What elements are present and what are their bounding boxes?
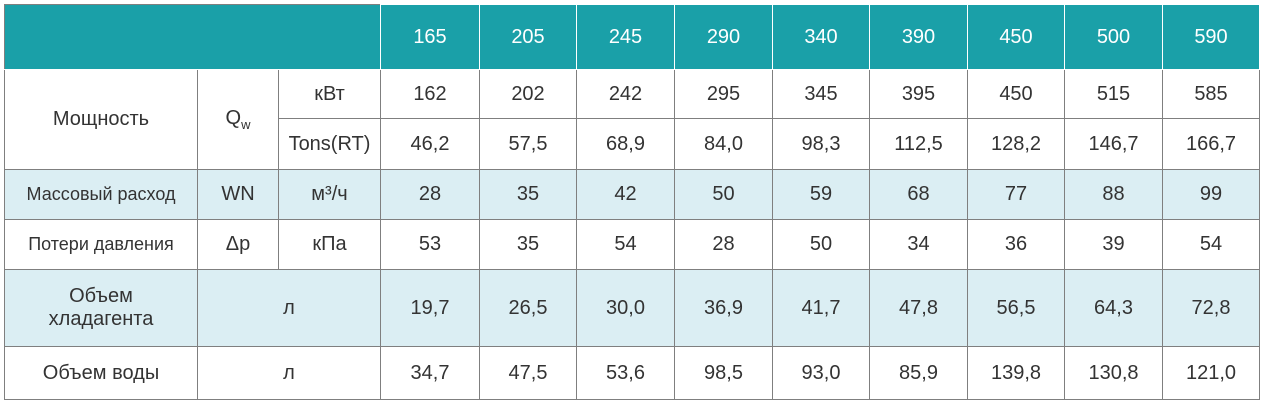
- water-volume-value: 53,6: [576, 346, 675, 400]
- refrigerant-volume-label-line2: хладагента: [48, 308, 154, 330]
- power-kw-value: 345: [772, 69, 870, 119]
- power-tons-value: 84,0: [674, 118, 773, 170]
- power-symbol-main: Q: [225, 107, 242, 129]
- pressure-loss-value: 50: [772, 219, 870, 270]
- water-volume-value: 139,8: [967, 346, 1065, 400]
- water-volume-unit: л: [197, 346, 381, 400]
- power-tons-value: 68,9: [576, 118, 675, 170]
- pressure-loss-value: 39: [1064, 219, 1163, 270]
- model-header: 390: [869, 4, 968, 70]
- refrigerant-volume-row: Объем хладагента л 19,7 26,5 30,0 36,9 41…: [4, 269, 1260, 347]
- refrigerant-volume-value: 19,7: [380, 269, 480, 347]
- mass-flow-value: 99: [1162, 169, 1260, 220]
- water-volume-value: 85,9: [869, 346, 968, 400]
- refrigerant-volume-value: 56,5: [967, 269, 1065, 347]
- specification-table: 165 205 245 290 340 390 450 500 590 Мощн…: [4, 4, 1260, 400]
- model-header: 245: [576, 4, 675, 70]
- mass-flow-row: Массовый расход WN м³/ч 28 35 42 50 59 6…: [4, 169, 1260, 220]
- power-kw-row: Мощность Qw кВт 162 202 242 295 345 395 …: [4, 69, 1260, 170]
- water-volume-row: Объем воды л 34,7 47,5 53,6 98,5 93,0 85…: [4, 346, 1260, 400]
- power-tons-value: 166,7: [1162, 118, 1260, 170]
- mass-flow-value: 77: [967, 169, 1065, 220]
- power-kw-unit: кВт: [278, 69, 381, 119]
- pressure-loss-unit: кПа: [278, 219, 381, 270]
- power-kw-value: 295: [674, 69, 773, 119]
- pressure-loss-value: 36: [967, 219, 1065, 270]
- power-symbol-sub: w: [241, 117, 251, 132]
- header-row: 165 205 245 290 340 390 450 500 590: [4, 4, 1260, 70]
- pressure-loss-label: Потери давления: [4, 219, 198, 270]
- water-volume-value: 34,7: [380, 346, 480, 400]
- power-label: Мощность: [4, 69, 198, 170]
- refrigerant-volume-value: 30,0: [576, 269, 675, 347]
- mass-flow-symbol: WN: [197, 169, 279, 220]
- refrigerant-volume-value: 41,7: [772, 269, 870, 347]
- mass-flow-value: 35: [479, 169, 577, 220]
- model-header: 590: [1162, 4, 1260, 70]
- power-tons-value: 46,2: [380, 118, 480, 170]
- pressure-loss-value: 34: [869, 219, 968, 270]
- power-kw-value: 395: [869, 69, 968, 119]
- pressure-loss-row: Потери давления Δp кПа 53 35 54 28 50 34…: [4, 219, 1260, 270]
- refrigerant-volume-value: 36,9: [674, 269, 773, 347]
- power-kw-value: 450: [967, 69, 1065, 119]
- model-header: 205: [479, 4, 577, 70]
- power-tons-value: 128,2: [967, 118, 1065, 170]
- header-blank-cell: [4, 4, 381, 70]
- mass-flow-value: 28: [380, 169, 480, 220]
- water-volume-label: Объем воды: [4, 346, 198, 400]
- power-tons-unit: Tons(RT): [278, 118, 381, 170]
- model-header: 340: [772, 4, 870, 70]
- model-header: 290: [674, 4, 773, 70]
- power-tons-value: 112,5: [869, 118, 968, 170]
- power-kw-value: 515: [1064, 69, 1163, 119]
- model-header: 165: [380, 4, 480, 70]
- water-volume-value: 98,5: [674, 346, 773, 400]
- model-header: 450: [967, 4, 1065, 70]
- pressure-loss-value: 28: [674, 219, 773, 270]
- power-symbol: Qw: [197, 69, 279, 170]
- water-volume-value: 47,5: [479, 346, 577, 400]
- pressure-loss-symbol: Δp: [197, 219, 279, 270]
- pressure-loss-value: 53: [380, 219, 480, 270]
- refrigerant-volume-value: 64,3: [1064, 269, 1163, 347]
- refrigerant-volume-value: 26,5: [479, 269, 577, 347]
- power-tons-row: Tons(RT) 46,2 57,5 68,9 84,0 98,3 112,5 …: [5, 118, 1260, 170]
- mass-flow-value: 68: [869, 169, 968, 220]
- mass-flow-label: Массовый расход: [4, 169, 198, 220]
- mass-flow-value: 50: [674, 169, 773, 220]
- refrigerant-volume-label: Объем хладагента: [4, 269, 198, 347]
- power-tons-value: 146,7: [1064, 118, 1163, 170]
- water-volume-value: 130,8: [1064, 346, 1163, 400]
- power-kw-value: 202: [479, 69, 577, 119]
- pressure-loss-value: 35: [479, 219, 577, 270]
- power-tons-value: 98,3: [772, 118, 870, 170]
- power-kw-value: 242: [576, 69, 675, 119]
- pressure-loss-value: 54: [576, 219, 675, 270]
- water-volume-value: 121,0: [1162, 346, 1260, 400]
- power-kw-value: 162: [380, 69, 480, 119]
- model-header: 500: [1064, 4, 1163, 70]
- mass-flow-value: 59: [772, 169, 870, 220]
- power-kw-value: 585: [1162, 69, 1260, 119]
- refrigerant-volume-value: 72,8: [1162, 269, 1260, 347]
- mass-flow-value: 42: [576, 169, 675, 220]
- mass-flow-value: 88: [1064, 169, 1163, 220]
- refrigerant-volume-unit: л: [197, 269, 381, 347]
- refrigerant-volume-label-line1: Объем: [69, 285, 133, 307]
- pressure-loss-value: 54: [1162, 219, 1260, 270]
- water-volume-value: 93,0: [772, 346, 870, 400]
- power-tons-value: 57,5: [479, 118, 577, 170]
- refrigerant-volume-value: 47,8: [869, 269, 968, 347]
- mass-flow-unit: м³/ч: [278, 169, 381, 220]
